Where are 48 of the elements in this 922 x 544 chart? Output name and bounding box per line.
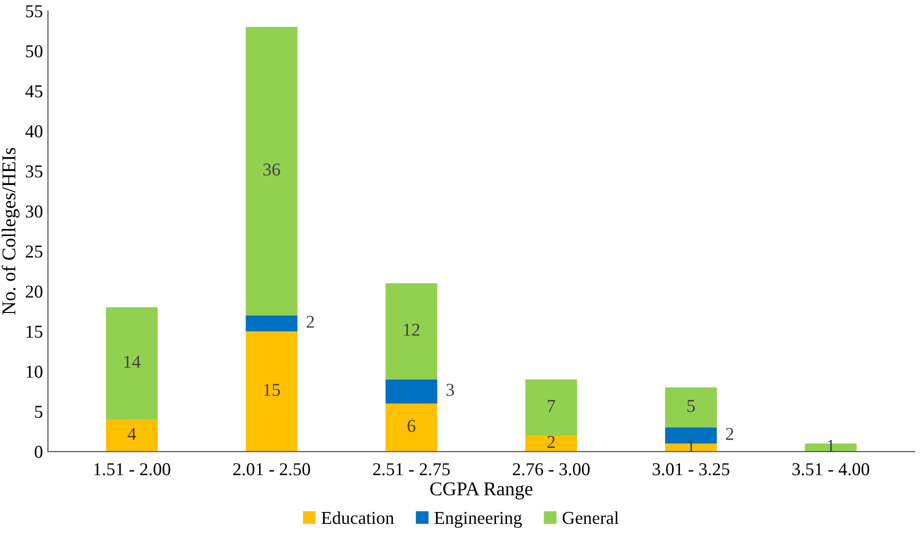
data-label: 2 — [726, 428, 734, 440]
data-label: 36 — [263, 164, 280, 176]
bar — [246, 315, 298, 332]
bar — [386, 379, 438, 404]
data-label: 15 — [264, 384, 280, 396]
y-tick-label: 25 — [26, 246, 42, 258]
x-tick-label: 2.76 - 3.00 — [512, 463, 590, 476]
data-label: 14 — [124, 356, 141, 368]
bar — [246, 26, 298, 316]
data-label: 12 — [404, 324, 420, 336]
x-tick-label: 1.51 - 2.00 — [94, 463, 170, 476]
y-tick-label: 40 — [25, 125, 42, 138]
x-tick-label: 2.01 - 2.50 — [233, 463, 310, 476]
data-label: 2 — [306, 316, 314, 328]
y-tick-label: 10 — [26, 366, 42, 378]
bar — [525, 379, 578, 436]
data-label: 5 — [688, 400, 695, 412]
data-label: 7 — [548, 400, 556, 412]
y-tick-label: 50 — [26, 45, 42, 58]
bar — [106, 419, 158, 452]
y-tick-label: 5 — [35, 406, 42, 418]
data-label: 3 — [446, 384, 454, 396]
data-label: 4 — [128, 428, 136, 440]
y-tick-label: 20 — [26, 286, 42, 298]
data-label: 2 — [547, 436, 555, 448]
legend-label: General — [562, 511, 619, 524]
y-tick-label: 55 — [26, 5, 42, 18]
y-tick-label: 15 — [26, 326, 42, 338]
data-label: 6 — [408, 420, 416, 432]
y-axis-title: No. of Colleges/HEIs — [2, 148, 20, 315]
y-tick-label: 30 — [26, 205, 42, 218]
legend-label: Education — [322, 511, 394, 524]
bar — [386, 403, 438, 452]
bar — [106, 307, 158, 420]
y-tick-label: 45 — [25, 85, 42, 98]
x-tick-label: 3.51 - 4.00 — [792, 463, 870, 476]
data-label: 1 — [688, 440, 694, 452]
bar — [386, 283, 438, 380]
y-tick-label: 0 — [34, 446, 42, 458]
y-tick-label: 35 — [26, 165, 42, 178]
x-tick-label: 2.51 - 2.75 — [373, 463, 450, 476]
data-label: 1 — [828, 440, 834, 452]
x-tick-label: 3.01 - 3.25 — [652, 463, 730, 476]
bar — [525, 435, 578, 452]
legend-label: Engineering — [434, 512, 522, 528]
bar — [246, 331, 298, 452]
bar — [665, 387, 717, 428]
x-axis-title: CGPA Range — [430, 482, 532, 500]
